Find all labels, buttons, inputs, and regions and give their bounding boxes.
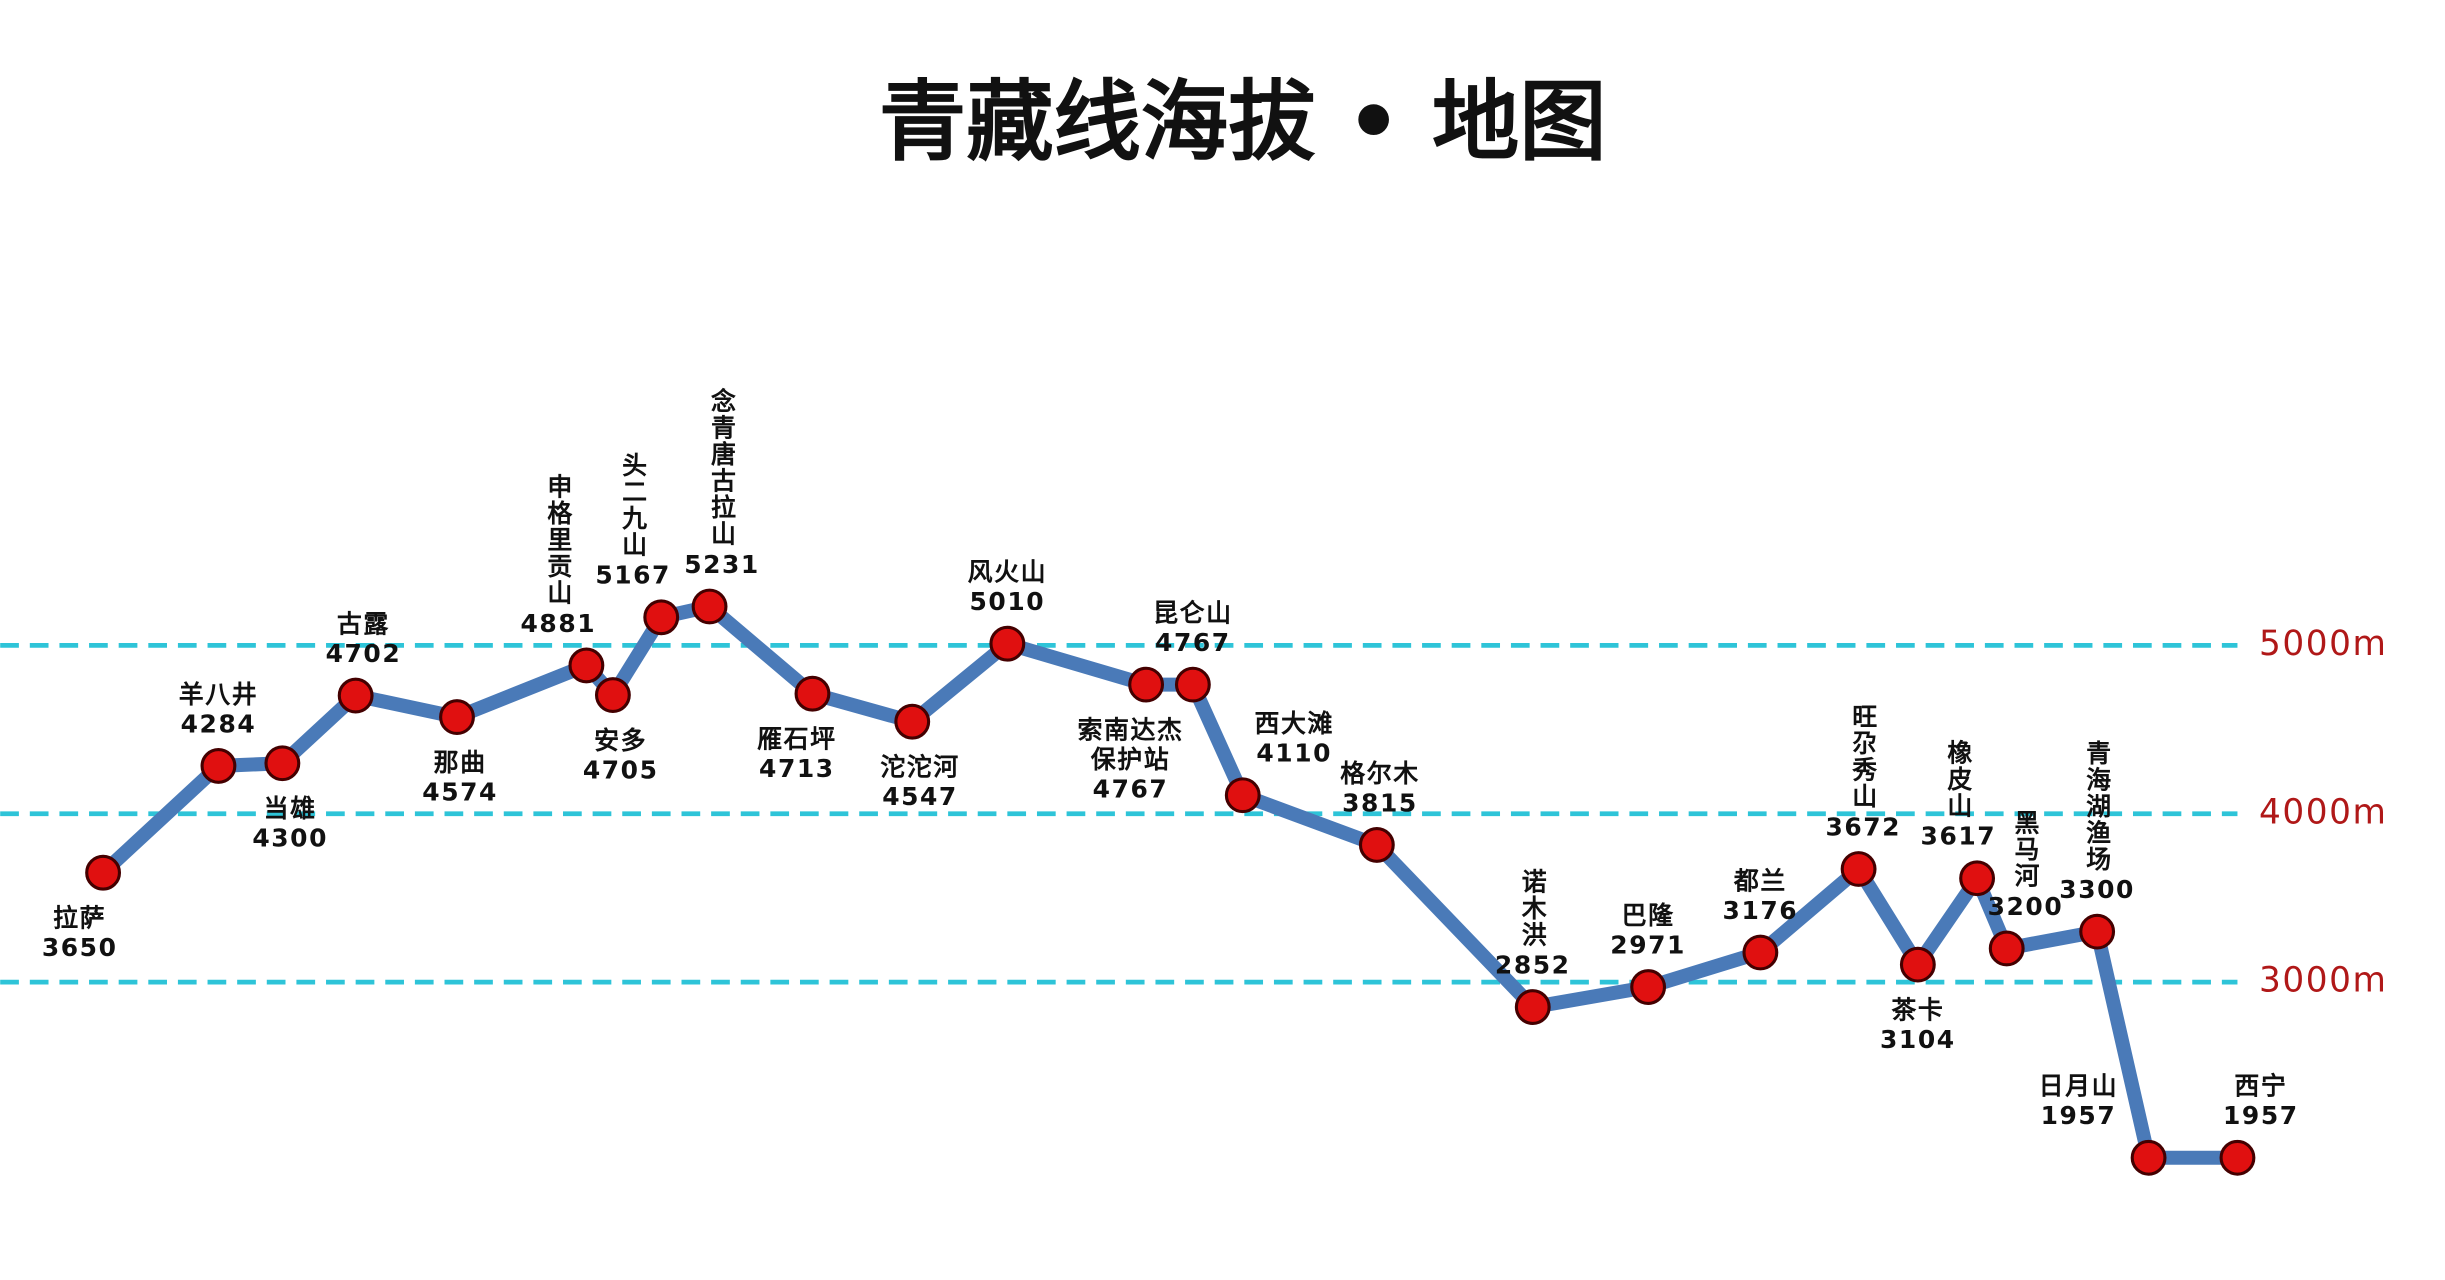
station-elevation: 4300 [252, 824, 328, 853]
station-name: 风火山 [968, 558, 1048, 587]
station-marker [264, 745, 301, 782]
station-elevation: 4702 [326, 639, 402, 668]
station-name: 黑马河 [2011, 810, 2040, 890]
station-elevation: 3672 [1825, 812, 1901, 841]
station-name: 西大滩 [1254, 709, 1334, 738]
elevation-line [98, 599, 2238, 1165]
station-marker [643, 599, 680, 636]
station-marker [1988, 930, 2025, 967]
station-elevation: 4574 [422, 778, 498, 807]
station-name: 巴隆 [1622, 901, 1675, 930]
station-marker [1514, 989, 1551, 1025]
station-name: 那曲 [434, 748, 487, 777]
station-name: 诺木洪 [1518, 868, 1547, 948]
station-marker [1630, 969, 1667, 1005]
station-name: 雁石坪 [757, 724, 837, 753]
station-marker [594, 677, 631, 713]
station-elevation: 4705 [583, 755, 659, 784]
station-name: 申格里贡山 [544, 474, 573, 607]
station-elevation: 3104 [1880, 1025, 1956, 1054]
station-name: 古露 [337, 609, 390, 638]
station-marker [691, 588, 728, 625]
station-name: 羊八井 [179, 680, 259, 709]
station-elevation: 4713 [759, 754, 835, 783]
station-marker [894, 703, 931, 740]
station-name-line: 保护站 [1090, 745, 1171, 774]
station-elevation: 4767 [1155, 628, 1231, 657]
station-marker [1224, 777, 1261, 814]
station-marker [1742, 934, 1779, 971]
y-tick-label: 5000m [2259, 624, 2387, 664]
station-marker [568, 647, 605, 684]
station-elevation: 5167 [595, 561, 671, 590]
y-tick-label: 3000m [2259, 961, 2387, 1001]
station-elevation: 3617 [1921, 822, 1997, 851]
station-elevation: 4547 [882, 782, 958, 811]
y-tick-label: 4000m [2259, 792, 2387, 832]
station-marker [1358, 826, 1395, 863]
station-name: 念青唐古拉山 [708, 387, 737, 547]
station-name-line: 索南达杰 [1078, 715, 1184, 744]
station-marker [1899, 946, 1936, 983]
station-elevation: 1957 [2223, 1101, 2299, 1130]
station-marker [1174, 666, 1211, 703]
station-marker [2079, 913, 2116, 950]
station-name: 索南达杰保护站 [1078, 715, 1184, 774]
station-marker [2130, 1139, 2167, 1176]
station-marker [794, 675, 831, 712]
station-elevation: 4284 [181, 709, 257, 738]
station-elevation: 4110 [1256, 739, 1332, 768]
station-elevation: 4767 [1093, 775, 1169, 804]
station-elevation: 3815 [1342, 788, 1418, 817]
station-name: 旺尕秀山 [1849, 704, 1878, 810]
station-name: 茶卡 [1891, 995, 1944, 1024]
station-name: 昆仑山 [1153, 598, 1233, 627]
station-name: 格尔木 [1340, 759, 1420, 788]
station-marker [1959, 860, 1996, 897]
station-marker [1128, 666, 1165, 703]
station-elevation: 5010 [970, 587, 1046, 616]
station-name: 头二九山 [619, 452, 648, 558]
station-marker [439, 699, 475, 736]
station-name: 安多 [594, 726, 647, 755]
station-elevation: 3200 [1988, 892, 2064, 921]
station-elevation: 3300 [2059, 875, 2135, 904]
station-name: 西宁 [2234, 1072, 2287, 1101]
station-marker [85, 854, 122, 891]
station-marker [1840, 851, 1877, 887]
station-marker [989, 625, 1026, 662]
station-name: 橡皮山 [1944, 738, 1973, 819]
station-marker [2219, 1139, 2256, 1176]
station-name: 拉萨 [53, 903, 106, 932]
station-marker [200, 748, 237, 784]
station-elevation: 3650 [42, 933, 118, 962]
station-elevation: 3176 [1723, 896, 1799, 925]
station-name: 当雄 [264, 794, 317, 823]
station-elevation: 4881 [521, 609, 597, 638]
station-elevation: 5231 [684, 550, 760, 579]
station-name: 日月山 [2039, 1072, 2119, 1101]
station-elevation: 1957 [2041, 1101, 2117, 1130]
station-name: 沱沱河 [880, 752, 960, 781]
station-name: 青海湖渔场 [2083, 740, 2112, 873]
chart-title: 青藏线海拔 • 地图 [879, 71, 1607, 173]
station-elevation: 2852 [1495, 951, 1571, 980]
station-name: 都兰 [1733, 866, 1787, 895]
station-marker [337, 677, 374, 714]
station-elevation: 2971 [1610, 930, 1686, 959]
